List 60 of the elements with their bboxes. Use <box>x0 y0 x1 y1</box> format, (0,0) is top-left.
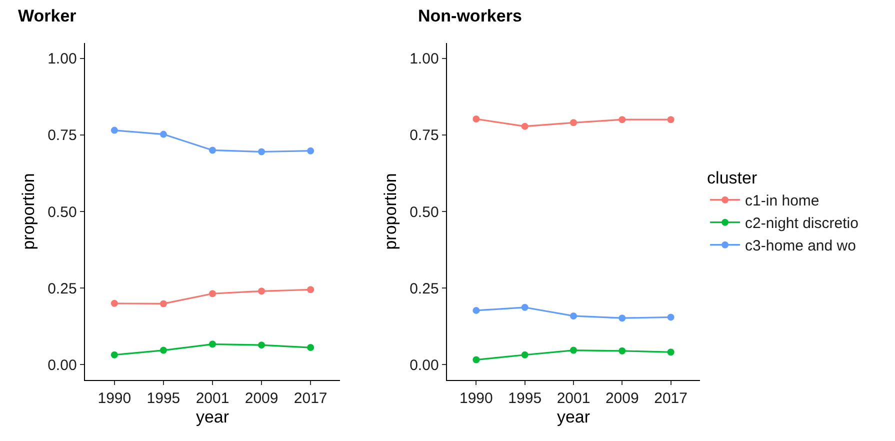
x-tick-label: 2017 <box>294 390 328 408</box>
point <box>570 312 577 320</box>
point <box>667 348 674 356</box>
y-tick-label: 0.25 <box>410 280 439 298</box>
point <box>472 306 480 314</box>
point <box>570 346 577 354</box>
y-tick-label: 1.00 <box>410 50 439 68</box>
y-axis-title: proportion <box>381 173 400 250</box>
chart-title: Worker <box>18 6 77 26</box>
point <box>209 146 216 154</box>
point <box>667 314 674 321</box>
point <box>110 300 118 307</box>
point <box>472 115 480 122</box>
point <box>618 347 626 354</box>
point <box>160 346 167 354</box>
y-axis-title: proportion <box>19 173 38 250</box>
y-tick-label: 0.50 <box>48 204 77 221</box>
x-tick-label: 1990 <box>98 390 132 408</box>
y-tick-label: 0.25 <box>48 280 77 298</box>
point <box>307 344 314 352</box>
x-tick-label: 1990 <box>460 390 493 408</box>
point <box>618 314 626 322</box>
y-tick-label: 0.75 <box>48 127 77 144</box>
x-tick-label: 1995 <box>146 390 180 408</box>
point <box>307 286 314 294</box>
x-tick-label: 2017 <box>654 390 688 408</box>
x-tick-label: 1995 <box>508 390 542 408</box>
chart-title: Non-workers <box>418 6 522 26</box>
y-tick-label: 1.00 <box>48 50 77 68</box>
x-tick-label: 2009 <box>244 390 278 408</box>
point <box>160 130 167 138</box>
point <box>570 119 577 126</box>
point <box>258 342 266 349</box>
x-axis-title: year <box>556 408 590 426</box>
point <box>209 290 216 298</box>
point <box>110 351 118 358</box>
point <box>160 300 167 308</box>
y-tick-label: 0.00 <box>410 356 439 374</box>
point <box>521 304 528 311</box>
point <box>258 288 266 295</box>
legend-label: c2-night discretio <box>745 215 858 232</box>
legend-label: c3-home and wo <box>745 238 856 255</box>
y-tick-label: 0.75 <box>410 127 439 144</box>
point <box>258 148 266 156</box>
point <box>110 126 118 134</box>
x-tick-label: 2009 <box>605 390 639 408</box>
x-axis-title: year <box>196 408 230 426</box>
point <box>667 116 674 124</box>
point <box>307 147 314 154</box>
y-tick-label: 0.50 <box>410 204 439 221</box>
legend-label: c1-in home <box>745 192 820 210</box>
legend-title: cluster <box>707 168 758 188</box>
point <box>618 116 626 124</box>
x-tick-label: 2001 <box>196 390 230 408</box>
point <box>521 122 528 130</box>
point <box>472 356 480 364</box>
y-tick-label: 0.00 <box>48 356 77 374</box>
x-tick-label: 2001 <box>556 390 590 408</box>
point <box>521 351 528 358</box>
point <box>209 340 216 348</box>
